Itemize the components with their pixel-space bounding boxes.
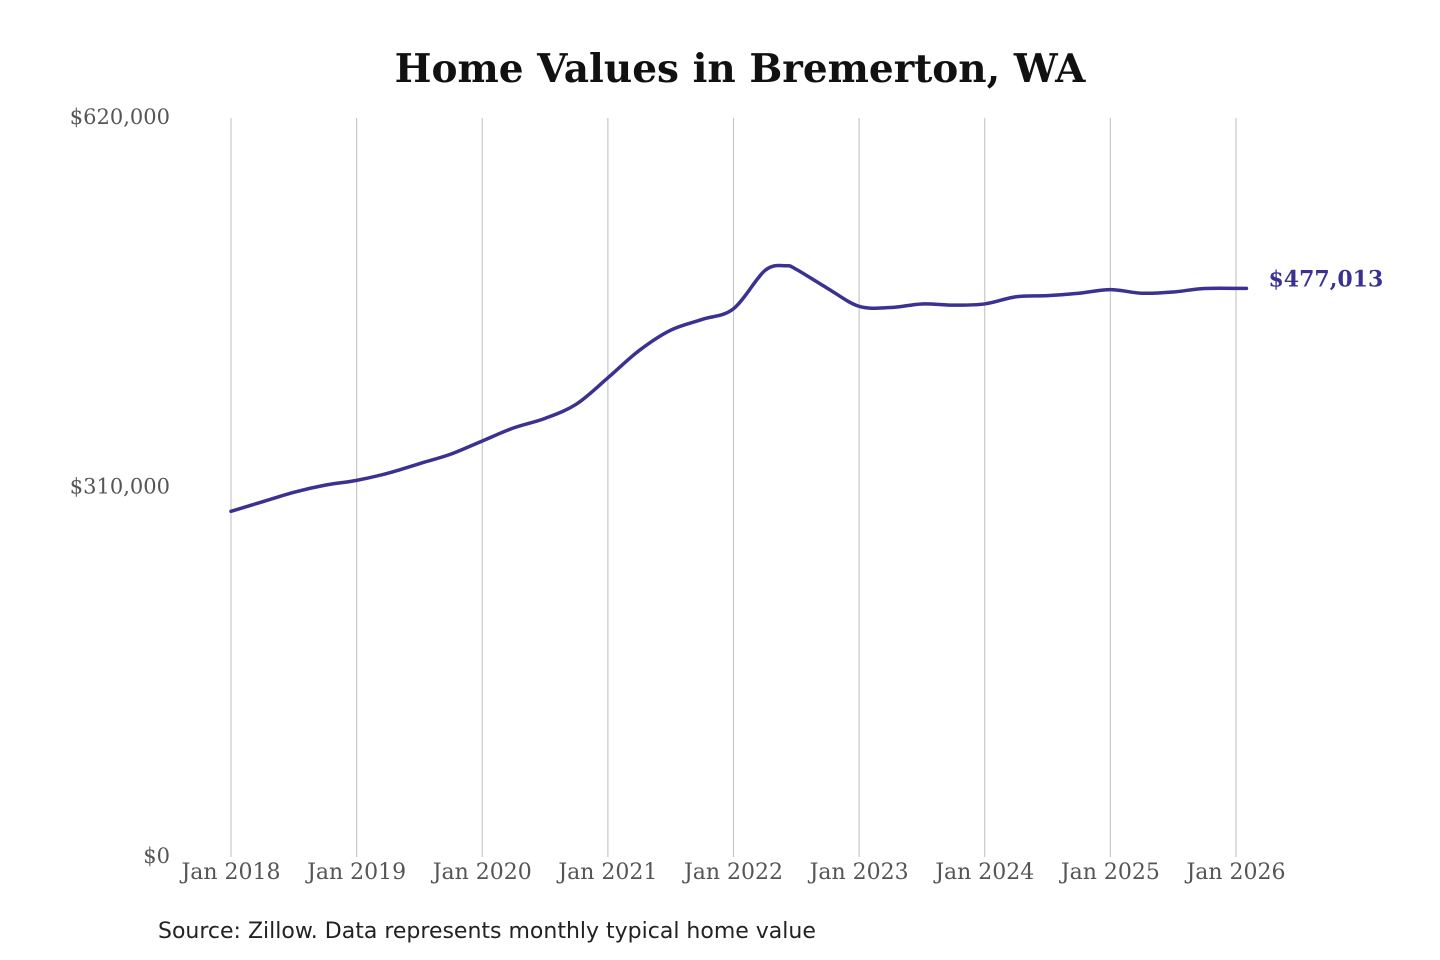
x-axis-labels: Jan 2018 Jan 2019 Jan 2020 Jan 2021 Jan 2022… bbox=[179, 860, 1285, 885]
x-tick-label: Jan 2025 bbox=[1059, 860, 1160, 885]
source-note: Source: Zillow. Data represents monthly … bbox=[158, 919, 816, 944]
grid-lines bbox=[230, 118, 1237, 857]
x-tick-label: Jan 2018 bbox=[179, 860, 280, 885]
x-tick-label: Jan 2026 bbox=[1184, 860, 1285, 885]
y-tick-label: $620,000 bbox=[70, 105, 170, 129]
y-tick-label: $310,000 bbox=[70, 475, 170, 499]
series-line-0 bbox=[229, 263, 1249, 514]
series-layer bbox=[229, 263, 1249, 514]
x-tick-label: Jan 2022 bbox=[682, 860, 783, 885]
x-tick-label: Jan 2020 bbox=[431, 860, 532, 885]
y-tick-label: $0 bbox=[143, 844, 170, 868]
x-tick-label: Jan 2023 bbox=[808, 860, 909, 885]
x-tick-label: Jan 2021 bbox=[556, 860, 657, 885]
x-tick-label: Jan 2019 bbox=[305, 860, 406, 885]
end-value-label: $477,013 bbox=[1268, 266, 1383, 292]
annotations: $477,013 bbox=[1268, 266, 1383, 292]
x-tick-label: Jan 2024 bbox=[933, 860, 1034, 885]
y-axis-labels: $620,000 $310,000 $0 bbox=[70, 105, 170, 868]
chart-title: Home Values in Bremerton, WA bbox=[395, 46, 1087, 92]
